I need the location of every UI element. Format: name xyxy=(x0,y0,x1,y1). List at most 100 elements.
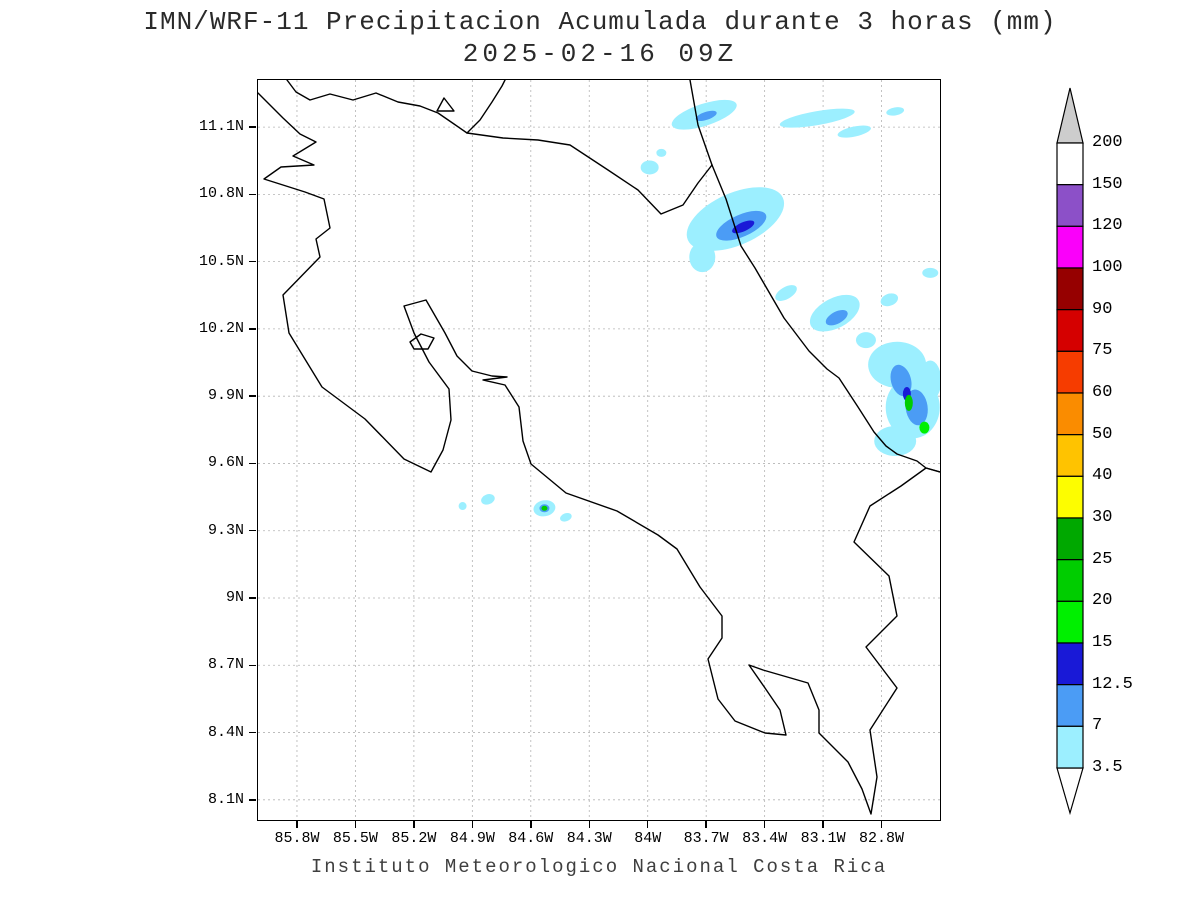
rio-san-juan-border xyxy=(465,131,713,215)
lon-tick-label: 83.4W xyxy=(742,830,788,847)
lat-tick-mark xyxy=(249,731,256,734)
colorbar-below-min-arrow xyxy=(1056,767,1084,816)
colorbar-cell xyxy=(1056,475,1084,519)
colorbar-cell xyxy=(1056,392,1084,436)
precip-area-7mm xyxy=(825,309,848,325)
colorbar-tick-label: 150 xyxy=(1092,174,1123,194)
nicaragua-caribbean-coast xyxy=(688,78,713,166)
colorbar-cell xyxy=(1056,350,1084,394)
lon-tick-mark xyxy=(880,821,883,828)
lat-tick-label: 10.2N xyxy=(198,319,244,337)
precip-area-3.5mm xyxy=(779,108,855,128)
colorbar-tick-label: 12.5 xyxy=(1092,674,1133,694)
colorbar-cell xyxy=(1056,184,1084,227)
lon-tick-label: 83.1W xyxy=(800,830,846,847)
lon-tick-label: 85.5W xyxy=(332,830,378,847)
colorbar-tick-label: 90 xyxy=(1092,299,1113,319)
precip-area-3.5mm xyxy=(640,159,659,174)
title-line1: IMN/WRF-11 Precipitacion Acumulada duran… xyxy=(143,7,1057,37)
lon-tick-mark xyxy=(822,821,824,828)
precip-area-15mm xyxy=(918,421,929,434)
lon-tick-mark xyxy=(413,821,415,828)
lat-tick-mark xyxy=(249,126,256,128)
colorbar-legend xyxy=(1056,87,1084,816)
lon-tick-mark xyxy=(354,821,357,828)
colorbar-cell xyxy=(1056,684,1084,727)
precip-area-3.5mm xyxy=(873,425,916,456)
lon-tick-mark xyxy=(646,821,649,828)
lat-tick-label: 8.7N xyxy=(207,656,244,674)
colorbar-tick-label: 50 xyxy=(1092,424,1113,444)
lon-tick-label: 82.8W xyxy=(859,830,905,847)
costa-rica-caribbean-coast xyxy=(710,163,941,473)
precip-area-3.5mm xyxy=(688,241,715,272)
lake-nicaragua-shoreline xyxy=(285,78,506,134)
colorbar-cell xyxy=(1056,517,1084,561)
chira-island xyxy=(408,332,435,350)
footer-credit: Instituto Meteorologico Nacional Costa R… xyxy=(310,856,888,878)
lon-tick-mark xyxy=(705,821,707,828)
lon-tick-label: 83.7W xyxy=(683,830,729,847)
lon-tick-mark xyxy=(763,821,766,828)
lon-tick-mark xyxy=(588,821,590,828)
lon-tick-mark xyxy=(296,821,298,828)
lat-tick-mark xyxy=(249,799,256,801)
lon-tick-label: 84.3W xyxy=(566,830,612,847)
map-frame xyxy=(256,78,941,821)
colorbar-tick-label: 7 xyxy=(1092,716,1103,736)
colorbar-cell xyxy=(1056,267,1084,311)
lat-tick-mark xyxy=(249,462,256,465)
precip-area-12.5mm xyxy=(731,219,754,233)
lon-tick-mark xyxy=(530,821,532,828)
precip-area-3.5mm xyxy=(867,341,926,388)
colorbar-tick-label: 60 xyxy=(1092,383,1113,402)
colorbar-tick-label: 25 xyxy=(1092,549,1113,569)
colorbar-cell xyxy=(1056,600,1084,644)
colorbar-cell xyxy=(1056,559,1084,602)
colorbar-tick-label: 15 xyxy=(1092,633,1113,652)
lon-tick-label: 85.2W xyxy=(391,830,437,847)
precip-area-20mm xyxy=(540,505,547,511)
costa-rica-map-canvas xyxy=(256,78,941,820)
colorbar-tick-label: 30 xyxy=(1092,508,1113,527)
precip-area-3.5mm xyxy=(880,292,898,306)
precip-area-3.5mm xyxy=(774,284,797,301)
colorbar-cell xyxy=(1056,142,1084,186)
page-title: IMN/WRF-11 Precipitacion Acumulada duran… xyxy=(0,6,1200,70)
precip-area-3.5mm xyxy=(837,125,871,138)
colorbar-tick-label: 3.5 xyxy=(1092,758,1123,777)
colorbar-tick-label: 20 xyxy=(1092,591,1113,611)
title-line2: 2025-02-16 09Z xyxy=(462,39,738,69)
lake-island xyxy=(435,96,455,112)
lat-tick-label: 9.3N xyxy=(207,521,244,539)
lat-tick-label: 8.4N xyxy=(207,723,244,741)
lat-tick-mark xyxy=(249,328,256,330)
lat-tick-mark xyxy=(249,664,256,667)
colorbar-above-max-arrow xyxy=(1056,87,1084,144)
costa-rica-pacific-coast-and-panama-border xyxy=(256,91,941,815)
lat-tick-mark xyxy=(249,597,256,599)
colorbar-cell xyxy=(1056,725,1084,769)
precipitation-layer xyxy=(458,99,941,522)
colorbar-tick-label: 120 xyxy=(1092,216,1123,236)
lon-tick-label: 85.8W xyxy=(274,830,320,847)
lat-tick-label: 10.8N xyxy=(198,185,244,203)
colorbar-tick-label: 40 xyxy=(1092,466,1113,486)
precip-area-3.5mm xyxy=(855,331,876,348)
lat-tick-mark xyxy=(249,529,256,532)
precip-area-3.5mm xyxy=(458,501,467,510)
colorbar-cell xyxy=(1056,642,1084,686)
colorbar-tick-label: 75 xyxy=(1092,341,1113,361)
colorbar-tick-label: 200 xyxy=(1092,133,1123,152)
precip-area-7mm xyxy=(695,110,717,121)
lat-tick-label: 10.5N xyxy=(198,252,244,270)
lon-tick-label: 84W xyxy=(634,830,662,847)
lat-tick-mark xyxy=(249,260,256,263)
precip-area-20mm xyxy=(904,394,913,411)
grid-layer xyxy=(257,79,940,820)
precip-area-3.5mm xyxy=(885,106,904,116)
colorbar-tick-label: 100 xyxy=(1092,258,1123,277)
precip-area-3.5mm xyxy=(918,359,941,400)
colorbar-cell xyxy=(1056,225,1084,269)
